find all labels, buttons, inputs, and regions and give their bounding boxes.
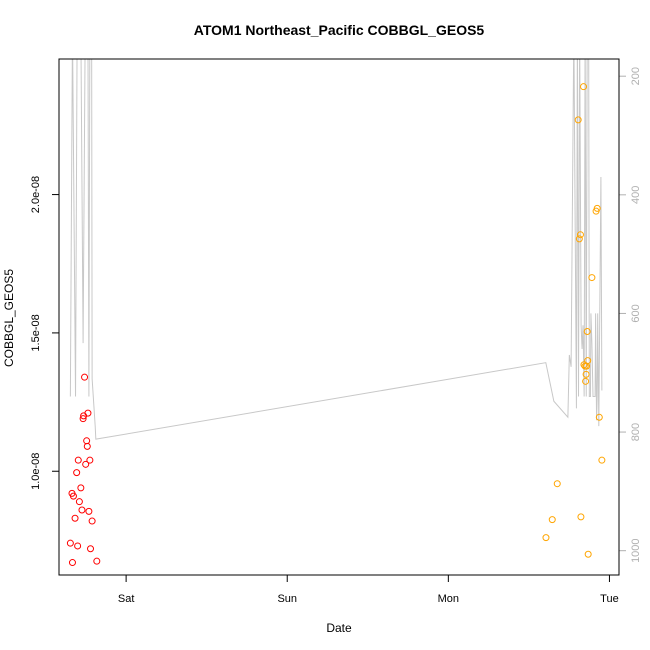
data-point (553, 480, 561, 488)
x-tick-label: Tue (600, 593, 619, 605)
y-tick-label: 1.5e-08 (30, 314, 42, 351)
x-tick-label: Mon (438, 593, 459, 605)
data-point (74, 456, 82, 464)
data-point (593, 204, 601, 212)
data-point (93, 557, 101, 565)
data-point (71, 514, 79, 522)
data-point (74, 542, 82, 550)
right-tick-label: 400 (630, 186, 642, 204)
right-tick-label: 1000 (630, 538, 642, 562)
data-point (583, 328, 591, 336)
y-axis-label: COBBGL_GEOS5 (2, 269, 16, 367)
data-point (582, 370, 590, 378)
data-point (584, 550, 592, 558)
data-point (595, 413, 603, 421)
x-tick-label: Sat (118, 593, 135, 605)
right-axis-line-series (69, 59, 603, 440)
data-point (542, 534, 550, 542)
data-point (83, 442, 91, 450)
data-point (68, 559, 76, 567)
data-point (580, 83, 588, 91)
data-point (588, 274, 596, 282)
x-tick-label: Sun (277, 593, 297, 605)
data-point (87, 545, 95, 553)
data-point (576, 231, 584, 239)
data-point (584, 357, 592, 365)
data-point (548, 516, 556, 524)
y-tick-label: 2.0e-08 (30, 176, 42, 213)
right-tick-label: 200 (630, 67, 642, 85)
data-point (84, 409, 92, 417)
data-point (78, 506, 86, 514)
data-point (598, 456, 606, 464)
data-point (575, 235, 583, 243)
data-point (66, 539, 74, 547)
data-point (85, 507, 93, 515)
axes: Sat Sun Mon Tue 1.0e-08 1.5e-08 2.0e-08 200 400 6… (30, 67, 642, 605)
pressure-line (69, 59, 603, 440)
x-axis-label: Date (326, 621, 352, 635)
data-point (75, 498, 83, 506)
chart-title: ATOM1 Northeast_Pacific COBBGL_GEOS5 (194, 22, 485, 38)
data-point (82, 460, 90, 468)
data-point (79, 415, 87, 423)
data-point (88, 517, 96, 525)
data-point (574, 116, 582, 124)
data-point (77, 484, 85, 492)
y-tick-label: 1.0e-08 (30, 453, 42, 490)
right-tick-label: 800 (630, 423, 642, 441)
right-tick-label: 600 (630, 304, 642, 322)
data-point (81, 373, 89, 381)
data-point (86, 456, 94, 464)
plot-frame (58, 58, 620, 576)
data-point (582, 377, 590, 385)
data-point (73, 469, 81, 477)
data-point (577, 513, 585, 521)
scatter-points (66, 83, 606, 567)
data-point (69, 492, 77, 500)
